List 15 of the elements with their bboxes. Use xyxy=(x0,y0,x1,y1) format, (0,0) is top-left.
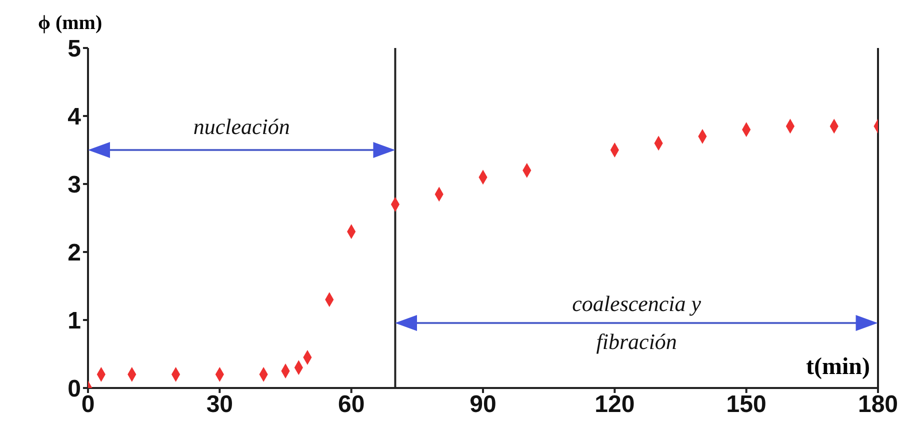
y-tick-label: 5 xyxy=(68,36,81,63)
y-tick-label: 4 xyxy=(68,104,82,131)
x-tick-label: 150 xyxy=(726,391,766,418)
x-tick-label: 60 xyxy=(338,391,365,418)
y-tick-label: 3 xyxy=(68,172,81,199)
annotation: coalescencia y fibración xyxy=(572,290,702,356)
y-tick-label: 2 xyxy=(68,240,81,267)
x-tick-label: 120 xyxy=(594,391,635,418)
annotation: nucleación xyxy=(192,114,291,140)
x-axis-title: t(min) xyxy=(806,354,870,381)
y-tick-label: 1 xyxy=(68,308,81,335)
x-tick-label: 180 xyxy=(858,391,898,418)
x-tick-label: 30 xyxy=(206,391,234,418)
y-axis-title: ϕ (mm) xyxy=(38,12,102,35)
x-tick-label: 90 xyxy=(470,391,496,418)
